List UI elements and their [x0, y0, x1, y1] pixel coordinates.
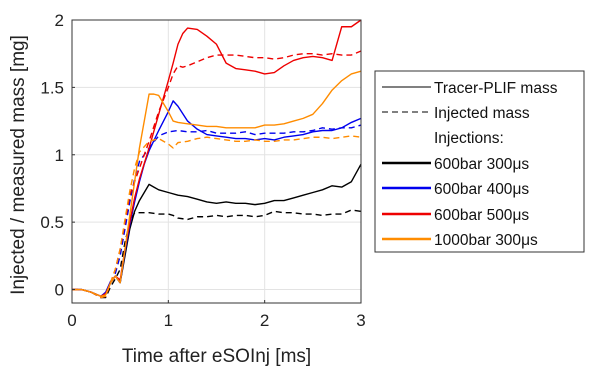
legend-label-600bar-300: 600bar 300μs	[434, 156, 529, 173]
plot-background	[72, 20, 361, 303]
legend-label-tracer: Tracer-PLIF mass	[434, 80, 558, 97]
series-line-6	[72, 70, 362, 297]
legend-label-injected: Injected mass	[434, 105, 530, 122]
x-axis-label: Time after eSOInj [ms]	[122, 346, 311, 367]
legend-heading: Injections:	[434, 130, 504, 147]
y-tick-label: 0.5	[40, 213, 64, 232]
plot-frame	[71, 19, 362, 304]
legend-label-1000bar-300: 1000bar 300μs	[434, 232, 538, 249]
ticks: 0 1 2 3 0 0.5 1 1.5 2	[40, 11, 365, 330]
x-tick-label: 3	[356, 311, 365, 330]
legend-box	[374, 70, 585, 253]
series-line-1	[72, 209, 362, 299]
y-tick-label: 2	[55, 11, 64, 30]
y-tick-label: 1	[55, 146, 64, 165]
x-tick-label: 2	[260, 311, 269, 330]
y-axis-label: Injected / measured mass [mg]	[8, 35, 29, 295]
x-tick-label: 1	[164, 311, 173, 330]
legend: Tracer-PLIF mass Injected mass Injection…	[374, 70, 585, 253]
y-tick-label: 0	[55, 281, 64, 300]
series-group	[72, 19, 362, 299]
legend-label-600bar-400: 600bar 400μs	[434, 181, 529, 198]
series-line-7	[72, 135, 362, 299]
legend-label-600bar-500: 600bar 500μs	[434, 207, 529, 224]
y-tick-label: 1.5	[40, 78, 64, 97]
x-tick-label: 0	[67, 311, 76, 330]
